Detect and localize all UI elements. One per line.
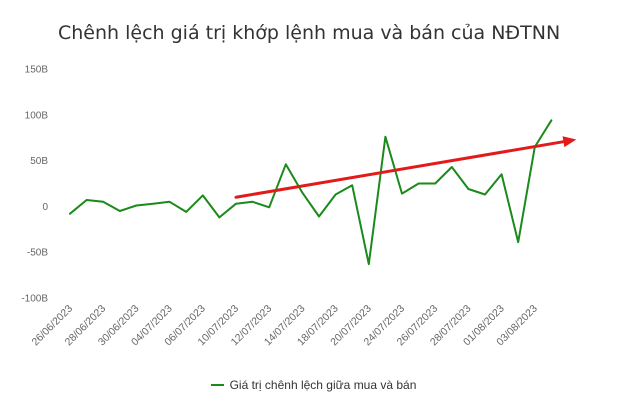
trend-arrow-head bbox=[562, 136, 577, 148]
trend-annotation bbox=[234, 136, 577, 199]
y-tick-label: -50B bbox=[27, 248, 48, 259]
y-tick-label: 150B bbox=[25, 65, 49, 76]
trend-arrow-shaft bbox=[234, 140, 565, 199]
x-axis: 26/06/202328/06/202330/06/202304/07/2023… bbox=[29, 303, 540, 349]
chart-title: Chênh lệch giá trị khớp lệnh mua và bán … bbox=[58, 22, 561, 44]
series-line bbox=[69, 119, 553, 266]
y-tick-label: 100B bbox=[25, 110, 49, 121]
legend-label: Giá trị chênh lệch giữa mua và bán bbox=[229, 378, 417, 392]
legend[interactable]: Giá trị chênh lệch giữa mua và bán bbox=[0, 378, 627, 392]
y-tick-label: 50B bbox=[30, 156, 48, 167]
y-tick-label: -100B bbox=[21, 294, 48, 305]
legend-swatch bbox=[210, 383, 224, 386]
plot-area bbox=[69, 119, 553, 266]
y-tick-label: 0 bbox=[42, 202, 48, 213]
y-axis: 150B 100B 50B 0 -50B -100B bbox=[21, 65, 48, 305]
